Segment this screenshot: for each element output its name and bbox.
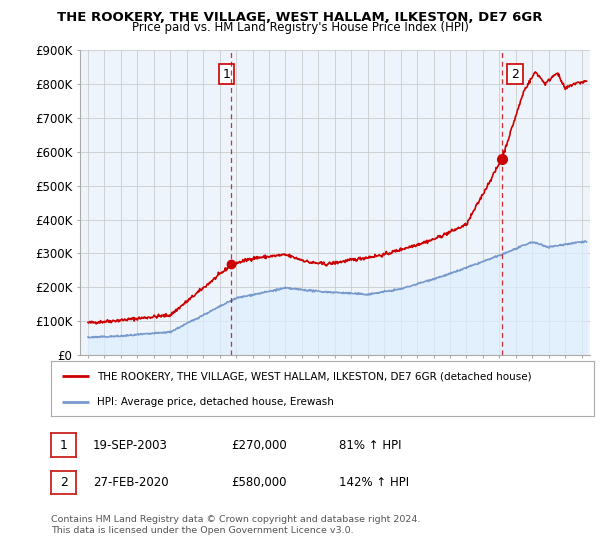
Text: This data is licensed under the Open Government Licence v3.0.: This data is licensed under the Open Gov… (51, 526, 353, 535)
Text: HPI: Average price, detached house, Erewash: HPI: Average price, detached house, Erew… (97, 397, 334, 407)
Text: 2: 2 (59, 476, 68, 489)
Text: 27-FEB-2020: 27-FEB-2020 (93, 476, 169, 489)
Text: THE ROOKERY, THE VILLAGE, WEST HALLAM, ILKESTON, DE7 6GR: THE ROOKERY, THE VILLAGE, WEST HALLAM, I… (57, 11, 543, 24)
Text: 1: 1 (223, 68, 230, 81)
Text: £580,000: £580,000 (231, 476, 287, 489)
Text: 19-SEP-2003: 19-SEP-2003 (93, 438, 168, 452)
Text: Contains HM Land Registry data © Crown copyright and database right 2024.: Contains HM Land Registry data © Crown c… (51, 515, 421, 524)
Text: THE ROOKERY, THE VILLAGE, WEST HALLAM, ILKESTON, DE7 6GR (detached house): THE ROOKERY, THE VILLAGE, WEST HALLAM, I… (97, 371, 532, 381)
Text: Price paid vs. HM Land Registry's House Price Index (HPI): Price paid vs. HM Land Registry's House … (131, 21, 469, 34)
Text: 2: 2 (511, 68, 519, 81)
Text: £270,000: £270,000 (231, 438, 287, 452)
Text: 81% ↑ HPI: 81% ↑ HPI (339, 438, 401, 452)
Text: 1: 1 (59, 438, 68, 452)
Text: 142% ↑ HPI: 142% ↑ HPI (339, 476, 409, 489)
